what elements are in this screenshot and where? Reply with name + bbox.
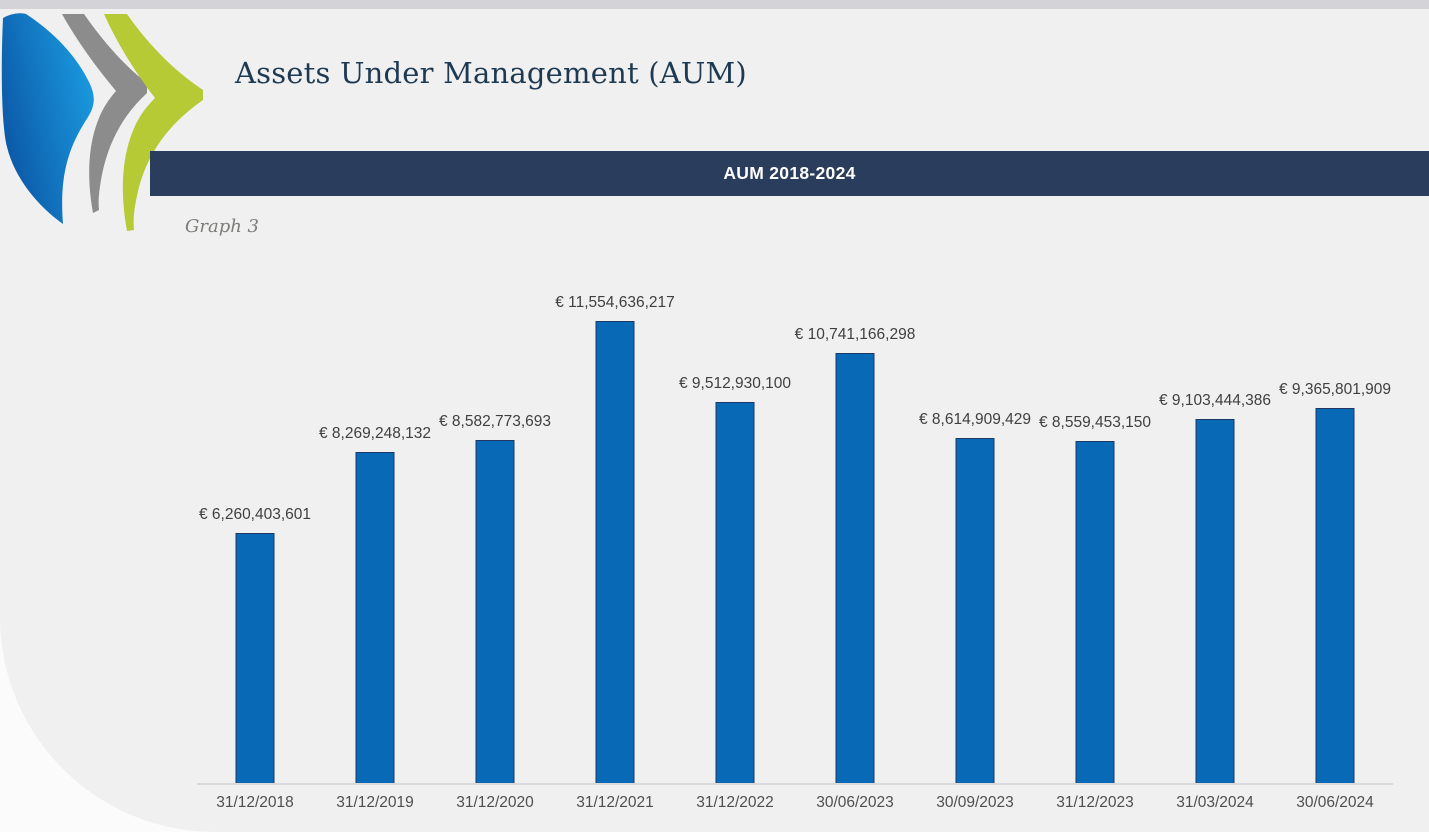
bar-value-label: € 8,269,248,132 bbox=[318, 425, 432, 442]
x-axis-tick-label: 31/12/2018 bbox=[216, 794, 294, 811]
x-axis-tick-label: 31/12/2019 bbox=[336, 794, 414, 811]
triple-chevron-logo-icon bbox=[1, 13, 203, 231]
top-strip bbox=[0, 0, 1429, 9]
bar bbox=[1195, 419, 1235, 783]
x-axis-tick-label: 31/12/2022 bbox=[696, 794, 774, 811]
bar-value-label: € 8,582,773,693 bbox=[438, 413, 552, 430]
x-axis-tick-label: 31/12/2021 bbox=[576, 794, 654, 811]
logo-gray-chevron bbox=[62, 14, 147, 213]
graph-caption: Graph 3 bbox=[185, 216, 260, 237]
bar-value-label: € 10,741,166,298 bbox=[794, 326, 916, 343]
bar-value-label: € 8,614,909,429 bbox=[918, 411, 1032, 428]
bar bbox=[235, 533, 275, 783]
x-axis-tick-label: 30/06/2024 bbox=[1296, 794, 1374, 811]
bar-group: € 9,512,930,100 bbox=[675, 303, 795, 783]
bar-group: € 8,582,773,693 bbox=[435, 303, 555, 783]
x-axis-tick-label: 31/12/2020 bbox=[456, 794, 534, 811]
bar-group: € 8,269,248,132 bbox=[315, 303, 435, 783]
bar-value-label: € 9,512,930,100 bbox=[678, 375, 792, 392]
bar bbox=[355, 452, 395, 783]
bar-group: € 9,103,444,386 bbox=[1155, 303, 1275, 783]
x-axis-tick-label: 30/09/2023 bbox=[936, 794, 1014, 811]
x-axis-line bbox=[197, 783, 1393, 785]
bar bbox=[595, 321, 635, 783]
x-axis-labels: 31/12/2018 31/12/2019 31/12/2020 31/12/2021… bbox=[195, 794, 1395, 812]
bar-group: € 9,365,801,909 bbox=[1275, 303, 1395, 783]
x-axis-tick-label: 30/06/2023 bbox=[816, 794, 894, 811]
bar-value-label: € 9,103,444,386 bbox=[1158, 392, 1272, 409]
bar-value-label: € 6,260,403,601 bbox=[198, 506, 312, 523]
x-axis-tick-label: 31/12/2023 bbox=[1056, 794, 1134, 811]
bar-value-label: € 9,365,801,909 bbox=[1278, 381, 1392, 398]
bar-group: € 8,614,909,429 bbox=[915, 303, 1035, 783]
bar bbox=[1075, 441, 1115, 783]
x-axis-tick-label: 31/03/2024 bbox=[1176, 794, 1254, 811]
bar-chart-plot-area: € 6,260,403,601 € 8,269,248,132 € 8,582,77… bbox=[195, 294, 1395, 783]
bar bbox=[835, 353, 875, 783]
bar-group: € 11,554,636,217 bbox=[555, 294, 675, 783]
bar-group: € 8,559,453,150 bbox=[1035, 303, 1155, 783]
logo-blue-shape bbox=[1, 13, 94, 224]
bar-group: € 6,260,403,601 bbox=[195, 303, 315, 783]
bar-group: € 10,741,166,298 bbox=[795, 303, 915, 783]
bar bbox=[715, 402, 755, 783]
bar bbox=[955, 438, 995, 783]
bar bbox=[1315, 408, 1355, 783]
bar-value-label: € 8,559,453,150 bbox=[1038, 414, 1152, 431]
section-banner-label: AUM 2018-2024 bbox=[723, 163, 856, 183]
bar bbox=[475, 440, 515, 783]
section-banner: AUM 2018-2024 bbox=[150, 151, 1429, 196]
page-title: Assets Under Management (AUM) bbox=[235, 56, 747, 90]
logo-green-chevron bbox=[104, 14, 203, 231]
bar-value-label: € 11,554,636,217 bbox=[555, 294, 675, 311]
